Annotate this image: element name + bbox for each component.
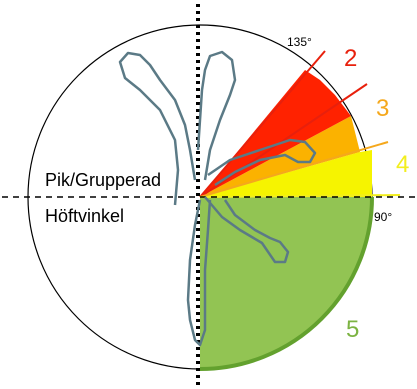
- body-figure-outline: [118, 50, 317, 347]
- position-upper-label: Pik/Grupperad: [45, 170, 161, 190]
- angle-135-label: 135°: [287, 35, 312, 49]
- ray-135: [199, 50, 326, 198]
- zone-2-number: 2: [344, 45, 357, 72]
- zone-2-sector: [200, 70, 351, 197]
- position-lower-label: Höftvinkel: [45, 206, 124, 226]
- zone-5-rim: [199, 196, 374, 371]
- ray-zone-3-4: [199, 141, 389, 198]
- zone-5-sector: [200, 197, 372, 369]
- zone-5-number: 5: [346, 316, 359, 343]
- zone-3-number: 3: [376, 95, 389, 122]
- angle-90-label: 90°: [374, 210, 392, 224]
- zone-4-number: 4: [396, 151, 409, 178]
- ray-zone-2-3: [199, 83, 368, 198]
